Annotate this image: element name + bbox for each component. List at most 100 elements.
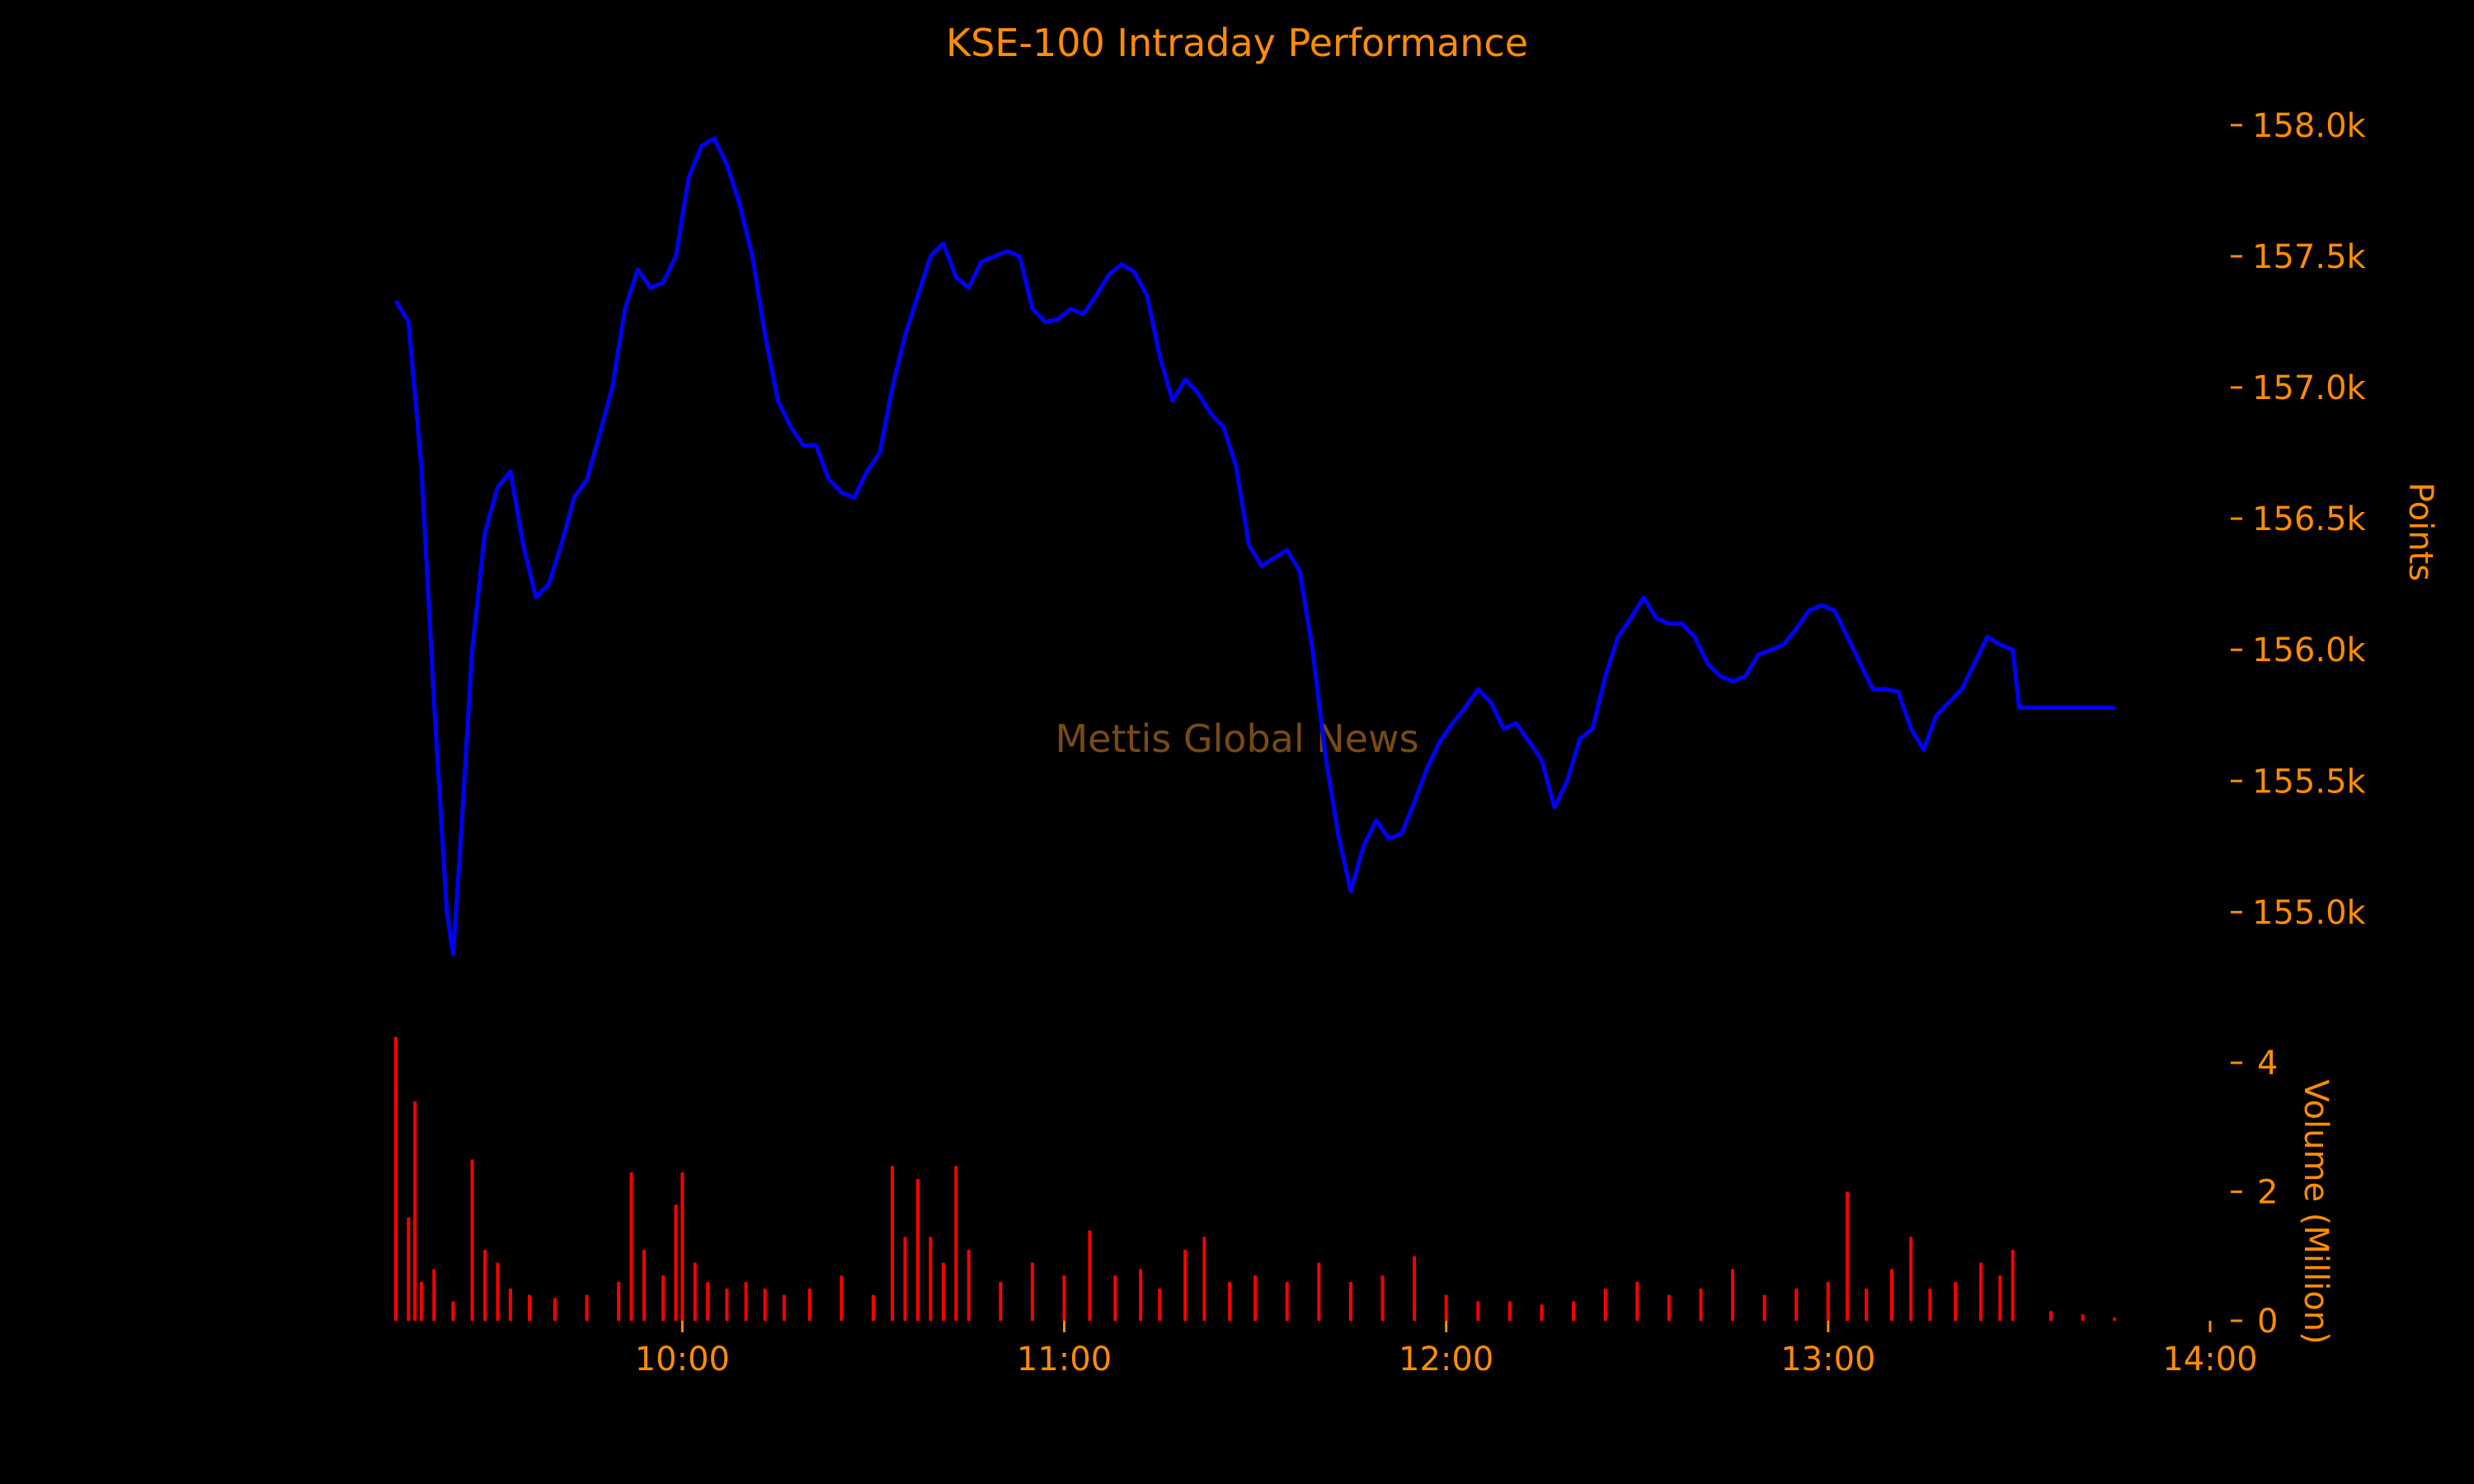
volume-axis-label: Volume (Million) bbox=[2297, 1079, 2335, 1344]
volume-tick-label: 4 bbox=[2257, 1045, 2278, 1082]
volume-bar bbox=[725, 1288, 729, 1321]
volume-bar bbox=[763, 1288, 767, 1321]
volume-bar bbox=[585, 1294, 589, 1321]
volume-bar bbox=[999, 1282, 1003, 1321]
volume-bar bbox=[1846, 1191, 1849, 1321]
time-tick-label: 13:00 bbox=[1780, 1341, 1875, 1378]
volume-bar bbox=[2049, 1311, 2053, 1321]
volume-bar bbox=[1380, 1275, 1385, 1321]
volume-bar bbox=[1635, 1282, 1639, 1321]
volume-bar bbox=[1228, 1282, 1232, 1321]
volume-bar bbox=[419, 1282, 423, 1321]
volume-tick-label: 0 bbox=[2257, 1303, 2278, 1341]
volume-bar bbox=[1413, 1256, 1417, 1321]
volume-bar bbox=[1572, 1301, 1576, 1321]
volume-bar bbox=[432, 1269, 436, 1321]
volume-bar bbox=[941, 1262, 945, 1321]
volume-bar bbox=[674, 1205, 678, 1321]
time-axis: 10:00 11:00 12:00 13:00 14:00 bbox=[635, 1321, 2258, 1378]
volume-bar bbox=[840, 1275, 844, 1321]
volume-bar bbox=[1113, 1275, 1117, 1321]
volume-bar bbox=[782, 1294, 786, 1321]
volume-bar bbox=[661, 1275, 666, 1321]
volume-bar bbox=[916, 1178, 920, 1321]
volume-bar bbox=[1954, 1282, 1958, 1321]
volume-bar bbox=[1285, 1282, 1289, 1321]
volume-bar bbox=[903, 1237, 907, 1321]
volume-bar bbox=[1030, 1262, 1034, 1321]
volume-bar bbox=[1731, 1269, 1735, 1321]
volume-bar bbox=[1909, 1237, 1913, 1321]
time-tick-label: 10:00 bbox=[635, 1341, 730, 1378]
volume-bar bbox=[407, 1217, 411, 1321]
volume-bar bbox=[1253, 1275, 1258, 1321]
time-tick-label: 11:00 bbox=[1017, 1341, 1112, 1378]
volume-bar bbox=[1158, 1288, 1162, 1321]
volume-bar bbox=[413, 1101, 417, 1321]
volume-bar bbox=[1507, 1301, 1512, 1321]
volume-bar bbox=[1794, 1288, 1799, 1321]
volume-bar bbox=[617, 1282, 621, 1321]
volume-bar bbox=[2011, 1250, 2015, 1321]
volume-bar bbox=[451, 1301, 455, 1321]
volume-bar bbox=[1202, 1237, 1206, 1321]
volume-bar bbox=[1762, 1294, 1766, 1321]
time-tick-label: 14:00 bbox=[2162, 1341, 2257, 1378]
volume-bar bbox=[483, 1250, 487, 1321]
price-axis-label: Points bbox=[2401, 482, 2439, 581]
volume-bar bbox=[629, 1172, 633, 1321]
volume-tick-label: 2 bbox=[2257, 1174, 2278, 1212]
volume-bar bbox=[967, 1250, 971, 1321]
volume-bar bbox=[2081, 1314, 2085, 1321]
volume-bar bbox=[528, 1294, 532, 1321]
price-tick-label: 155.0k bbox=[2252, 894, 2367, 932]
volume-bar bbox=[680, 1172, 684, 1321]
volume-bar bbox=[553, 1298, 557, 1321]
volume-bar bbox=[1540, 1304, 1544, 1321]
price-panel: 155.0k 155.5k 156.0k 156.5k 157.0k 157.5k 158.… bbox=[393, 107, 2367, 956]
volume-bar bbox=[1062, 1275, 1066, 1321]
volume-bar bbox=[508, 1288, 512, 1321]
volume-bar bbox=[693, 1262, 697, 1321]
price-tick-label: 155.5k bbox=[2252, 763, 2367, 801]
volume-bar bbox=[496, 1262, 500, 1321]
price-line bbox=[393, 136, 2115, 956]
price-tick-label: 158.0k bbox=[2252, 107, 2367, 145]
price-tick-label: 157.0k bbox=[2252, 369, 2367, 407]
volume-bar bbox=[954, 1166, 958, 1321]
volume-bar bbox=[1348, 1282, 1352, 1321]
price-tick-label: 156.0k bbox=[2252, 632, 2367, 669]
volume-bar bbox=[1317, 1262, 1321, 1321]
volume-bar bbox=[871, 1294, 875, 1321]
volume-bar bbox=[1476, 1301, 1480, 1321]
volume-bar bbox=[2113, 1317, 2117, 1321]
price-tick-label: 156.5k bbox=[2252, 500, 2367, 538]
volume-bar bbox=[642, 1250, 647, 1321]
volume-bar bbox=[1603, 1288, 1607, 1321]
volume-bar bbox=[1088, 1230, 1092, 1321]
volume-bar bbox=[1183, 1250, 1188, 1321]
time-tick-label: 12:00 bbox=[1399, 1341, 1493, 1378]
volume-bar bbox=[470, 1159, 474, 1321]
volume-bar bbox=[1826, 1282, 1830, 1321]
volume-panel: 0 2 4 bbox=[394, 1036, 2278, 1341]
volume-bar bbox=[891, 1166, 895, 1321]
volume-bar bbox=[807, 1288, 811, 1321]
volume-bar bbox=[1865, 1288, 1869, 1321]
volume-bar bbox=[1979, 1262, 1983, 1321]
watermark: Mettis Global News bbox=[1055, 716, 1418, 761]
volume-bar bbox=[929, 1237, 933, 1321]
volume-bar bbox=[1667, 1294, 1671, 1321]
price-tick-label: 157.5k bbox=[2252, 238, 2367, 276]
volume-bar bbox=[1998, 1275, 2002, 1321]
chart-title: KSE-100 Intraday Performance bbox=[946, 21, 1528, 65]
volume-bar bbox=[706, 1282, 710, 1321]
volume-bar bbox=[394, 1036, 397, 1321]
volume-bar bbox=[1699, 1288, 1703, 1321]
volume-bar bbox=[744, 1282, 748, 1321]
volume-bar bbox=[1928, 1288, 1932, 1321]
volume-bar bbox=[1890, 1269, 1893, 1321]
volume-bar bbox=[1444, 1294, 1448, 1321]
